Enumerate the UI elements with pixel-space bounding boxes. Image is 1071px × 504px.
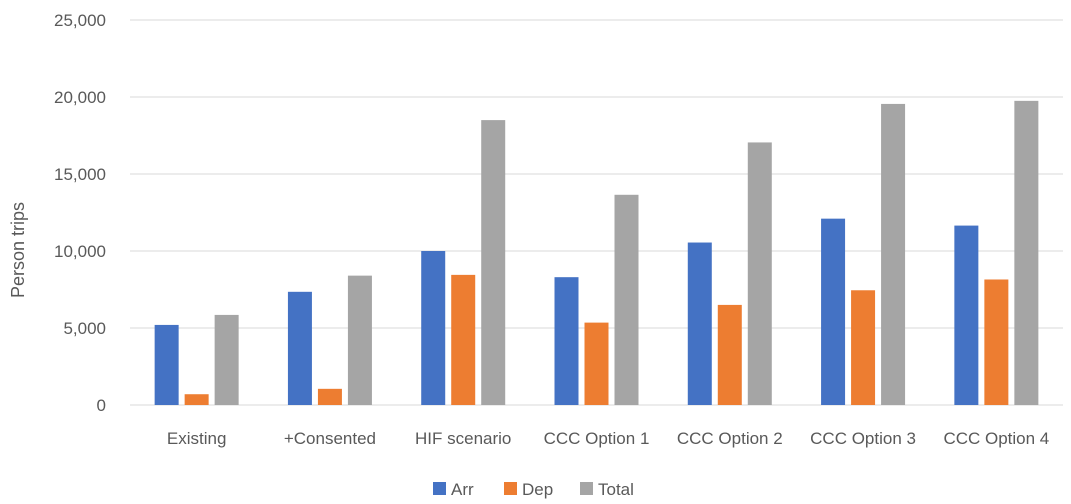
y-tick-label: 20,000	[54, 88, 106, 107]
y-axis-label: Person trips	[8, 202, 28, 298]
legend-swatch-dep	[504, 482, 517, 495]
bar-total	[481, 120, 506, 405]
legend-label-total: Total	[598, 480, 634, 499]
legend-swatch-total	[580, 482, 593, 495]
bar-total	[881, 103, 906, 406]
x-tick-label: CCC Option 2	[677, 429, 783, 448]
legend-label-arr: Arr	[451, 480, 474, 499]
bar-arr	[687, 242, 712, 405]
bar-total	[614, 194, 639, 405]
bar-total	[214, 314, 239, 405]
bar-dep	[184, 394, 209, 405]
legend: Arr Dep Total	[433, 480, 634, 499]
y-axis-tick-labels: 0 5,000 10,000 15,000 20,000 25,000	[54, 11, 106, 415]
bar-arr	[554, 277, 579, 405]
bar-total	[1014, 100, 1039, 405]
x-tick-label: CCC Option 4	[943, 429, 1049, 448]
bar-arr	[154, 324, 179, 405]
y-tick-label: 10,000	[54, 242, 106, 261]
bar-dep	[584, 322, 609, 405]
y-tick-label: 25,000	[54, 11, 106, 30]
bar-arr	[287, 291, 312, 405]
y-tick-label: 0	[97, 396, 106, 415]
legend-swatch-arr	[433, 482, 446, 495]
y-tick-label: 15,000	[54, 165, 106, 184]
bar-dep	[717, 304, 742, 405]
x-tick-label: HIF scenario	[415, 429, 511, 448]
gridlines	[130, 19, 1063, 406]
x-tick-label: Existing	[167, 429, 227, 448]
legend-label-dep: Dep	[522, 480, 553, 499]
bar-dep	[984, 279, 1009, 405]
bar-total	[747, 142, 772, 405]
bar-arr	[821, 218, 846, 405]
x-tick-label: +Consented	[284, 429, 376, 448]
x-tick-label: CCC Option 1	[544, 429, 650, 448]
bar-arr	[954, 225, 979, 405]
y-tick-label: 5,000	[63, 319, 106, 338]
bar-total	[347, 275, 372, 405]
bar-arr	[421, 251, 446, 405]
bar-dep	[451, 274, 476, 405]
x-tick-label: CCC Option 3	[810, 429, 916, 448]
x-axis-tick-labels: Existing +Consented HIF scenario CCC Option…	[167, 429, 1049, 448]
bar-dep	[851, 290, 876, 405]
bar-dep	[317, 388, 342, 405]
bar-series	[154, 100, 1039, 406]
